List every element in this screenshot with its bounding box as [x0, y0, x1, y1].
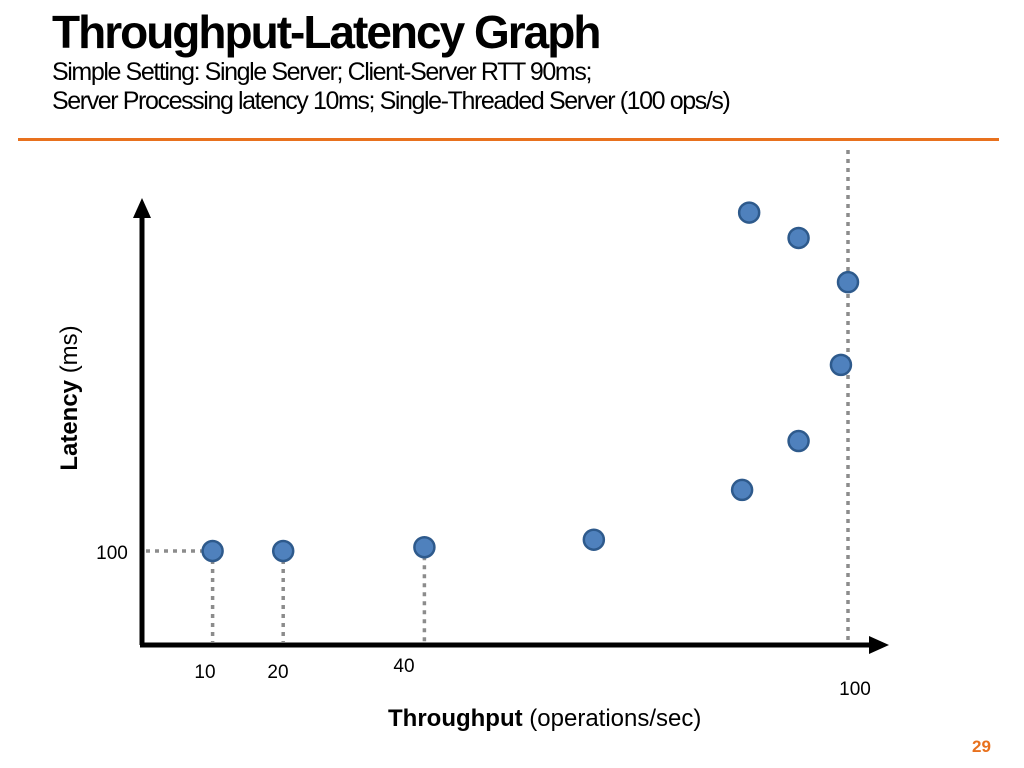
data-point-8	[836, 270, 860, 294]
x-axis-arrowhead	[869, 636, 889, 654]
y-axis-label-bold: Latency	[56, 379, 83, 471]
y-tick-label-100: 100	[96, 543, 128, 564]
data-point-9	[787, 226, 810, 250]
data-point-10	[737, 201, 761, 224]
x-axis-label-bold: Throughput	[388, 705, 523, 732]
subtitle-line-2: Server Processing latency 10ms; Single-T…	[52, 87, 731, 115]
data-point-1	[201, 539, 224, 563]
x-tick-label-20: 20	[267, 662, 289, 683]
y-axis-arrowhead	[133, 198, 151, 218]
x-tick-label-100: 100	[839, 679, 871, 700]
data-point-4	[582, 528, 606, 551]
y-axis-label-unit: (ms)	[56, 325, 83, 380]
x-axis-label: Throughput (operations/sec)	[388, 705, 701, 733]
data-point-3	[413, 535, 436, 559]
title-divider	[18, 138, 999, 141]
y-axis-label: Latency (ms)	[56, 325, 84, 470]
data-point-7	[829, 353, 853, 377]
subtitle-line-1: Simple Setting: Single Server; Client-Se…	[52, 58, 592, 86]
data-point-5	[730, 478, 754, 502]
x-axis-label-unit: (operations/sec)	[522, 705, 702, 732]
page-number: 29	[972, 737, 991, 756]
x-tick-label-40: 40	[393, 656, 415, 677]
data-point-2	[271, 539, 295, 563]
data-point-6	[787, 429, 810, 453]
slide-subtitle: Simple Setting: Single Server; Client-Se…	[52, 58, 731, 116]
x-tick-label-10: 10	[194, 662, 216, 683]
slide-title: Throughput-Latency Graph	[52, 6, 601, 58]
